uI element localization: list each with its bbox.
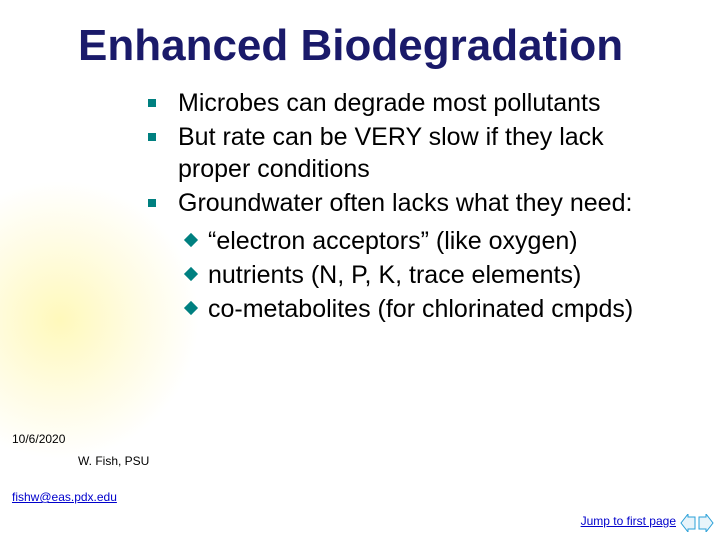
bullet-text: Groundwater often lacks what they need: — [178, 187, 632, 219]
list-item: co-metabolites (for chlorinated cmpds) — [186, 293, 672, 325]
next-slide-button[interactable] — [698, 514, 714, 532]
list-item: But rate can be VERY slow if they lack p… — [148, 121, 672, 185]
slide-author: W. Fish, PSU — [78, 454, 149, 468]
slide: Enhanced Biodegradation Microbes can deg… — [0, 0, 720, 540]
list-item: Groundwater often lacks what they need: — [148, 187, 672, 219]
square-bullet-icon — [148, 199, 156, 207]
sub-bullet-text: co-metabolites (for chlorinated cmpds) — [208, 293, 633, 325]
bullet-list: Microbes can degrade most pollutants But… — [148, 87, 672, 325]
list-item: Microbes can degrade most pollutants — [148, 87, 672, 119]
arrow-right-icon — [698, 514, 714, 532]
diamond-bullet-icon — [184, 301, 198, 315]
bullet-text: Microbes can degrade most pollutants — [178, 87, 600, 119]
bullet-text: But rate can be VERY slow if they lack p… — [178, 121, 672, 185]
arrow-left-icon — [680, 514, 696, 532]
nav-arrows — [680, 514, 714, 532]
slide-date: 10/6/2020 — [12, 432, 65, 446]
sub-bullet-text: “electron acceptors” (like oxygen) — [208, 225, 578, 257]
list-item: nutrients (N, P, K, trace elements) — [186, 259, 672, 291]
diamond-bullet-icon — [184, 233, 198, 247]
diamond-bullet-icon — [184, 267, 198, 281]
slide-title: Enhanced Biodegradation — [78, 24, 672, 69]
sub-bullet-list: “electron acceptors” (like oxygen) nutri… — [186, 225, 672, 325]
jump-to-first-link[interactable]: Jump to first page — [581, 514, 676, 528]
sub-bullet-text: nutrients (N, P, K, trace elements) — [208, 259, 581, 291]
list-item: “electron acceptors” (like oxygen) — [186, 225, 672, 257]
square-bullet-icon — [148, 133, 156, 141]
square-bullet-icon — [148, 99, 156, 107]
email-link[interactable]: fishw@eas.pdx.edu — [12, 490, 117, 504]
prev-slide-button[interactable] — [680, 514, 696, 532]
